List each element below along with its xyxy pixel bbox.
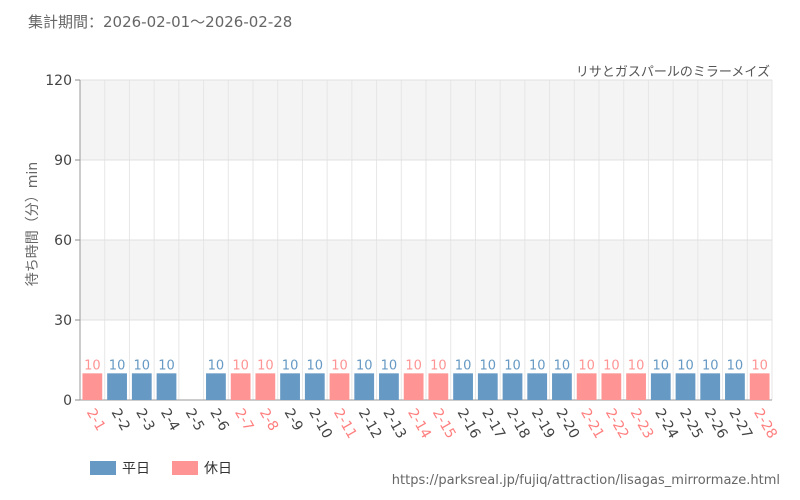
y-tick-label: 0 [63, 393, 72, 409]
bar [329, 373, 350, 400]
bar [725, 373, 745, 400]
bar [379, 373, 399, 400]
bar-value-label: 10 [628, 358, 645, 373]
x-tick-label: 2-27 [725, 406, 755, 442]
legend-swatch-holiday [172, 461, 198, 475]
bar [82, 373, 103, 400]
legend-item-weekday: 平日 [90, 458, 150, 478]
bar-value-label: 10 [257, 358, 274, 373]
bar-value-label: 10 [356, 358, 373, 373]
bar [230, 373, 251, 400]
bar [206, 373, 226, 400]
bar [107, 373, 127, 400]
chart-subtitle: リサとガスパールのミラーメイズ [575, 65, 770, 80]
x-tick-label: 2-11 [330, 406, 360, 442]
bar [354, 373, 375, 400]
x-tick-label: 2-1 [83, 406, 108, 434]
x-tick-label: 2-25 [676, 406, 706, 442]
bar-value-label: 10 [751, 358, 768, 373]
bar-value-label: 10 [480, 358, 497, 373]
legend-label-holiday: 休日 [204, 461, 232, 477]
bar-value-label: 10 [109, 358, 126, 373]
bar [749, 373, 770, 400]
bar-value-label: 10 [381, 358, 398, 373]
legend-item-holiday: 休日 [172, 458, 232, 478]
x-tick-label: 2-2 [108, 406, 133, 434]
bar [576, 373, 597, 400]
x-tick-label: 2-4 [157, 406, 182, 434]
legend: 平日 休日 [90, 458, 254, 478]
bar [626, 373, 646, 400]
x-tick-label: 2-26 [701, 406, 731, 442]
y-tick-label: 60 [54, 233, 72, 249]
x-tick-label: 2-10 [305, 406, 335, 442]
bar [453, 373, 473, 400]
y-tick-label: 90 [54, 153, 72, 169]
x-tick-label: 2-19 [528, 406, 558, 442]
legend-swatch-weekday [90, 461, 116, 475]
x-tick-label: 2-5 [182, 406, 207, 434]
bar [403, 373, 424, 400]
bar-value-label: 10 [529, 358, 546, 373]
bar [255, 373, 276, 400]
x-tick-label: 2-3 [132, 406, 157, 434]
bar-value-label: 10 [727, 358, 744, 373]
bar [700, 373, 721, 400]
x-tick-label: 2-24 [651, 406, 681, 442]
bar-value-label: 10 [554, 358, 571, 373]
bar-value-label: 10 [134, 358, 151, 373]
x-tick-label: 2-20 [552, 406, 582, 442]
bar-value-label: 10 [307, 358, 324, 373]
x-tick-label: 2-21 [577, 406, 607, 442]
x-tick-label: 2-7 [231, 406, 256, 434]
bar-value-label: 10 [405, 358, 422, 373]
x-tick-label: 2-23 [627, 406, 657, 442]
x-tick-label: 2-6 [206, 406, 231, 434]
bar [650, 373, 671, 400]
x-tick-label: 2-22 [602, 406, 632, 442]
bar [428, 373, 449, 400]
bar-value-label: 10 [603, 358, 620, 373]
bar [527, 373, 548, 400]
bar [675, 373, 696, 400]
y-tick-label: 120 [45, 73, 72, 89]
bar [601, 373, 622, 400]
bar [280, 373, 300, 400]
bar-value-label: 10 [331, 358, 348, 373]
x-tick-label: 2-14 [404, 406, 434, 442]
x-tick-label: 2-15 [429, 406, 459, 442]
x-tick-label: 2-18 [503, 406, 533, 442]
x-tick-label: 2-12 [355, 406, 385, 442]
bar-value-label: 10 [208, 358, 225, 373]
source-url: https://parksreal.jp/fujiq/attraction/li… [391, 473, 780, 488]
bar-value-label: 10 [232, 358, 249, 373]
bar-value-label: 10 [430, 358, 447, 373]
bar-value-label: 10 [84, 358, 101, 373]
x-tick-label: 2-9 [281, 406, 306, 434]
bar-value-label: 10 [702, 358, 719, 373]
bar-value-label: 10 [158, 358, 175, 373]
bar [477, 373, 498, 400]
bar-value-label: 10 [578, 358, 595, 373]
x-tick-label: 2-28 [750, 406, 780, 442]
bar-value-label: 10 [455, 358, 472, 373]
period-title: 集計期間：2026-02-01～2026-02-28 [28, 13, 293, 31]
x-tick-label: 2-17 [478, 406, 508, 442]
bar-value-label: 10 [504, 358, 521, 373]
x-tick-label: 2-16 [454, 406, 484, 442]
bar-value-label: 10 [677, 358, 694, 373]
y-tick-label: 30 [54, 313, 72, 329]
bar [131, 373, 152, 400]
bar-value-label: 10 [653, 358, 670, 373]
bar [156, 373, 177, 400]
x-tick-label: 2-8 [256, 406, 281, 434]
legend-label-weekday: 平日 [122, 461, 150, 477]
bar [502, 373, 523, 400]
bar [552, 373, 572, 400]
x-tick-label: 2-13 [379, 406, 409, 442]
bar [304, 373, 325, 400]
bar-value-label: 10 [282, 358, 299, 373]
